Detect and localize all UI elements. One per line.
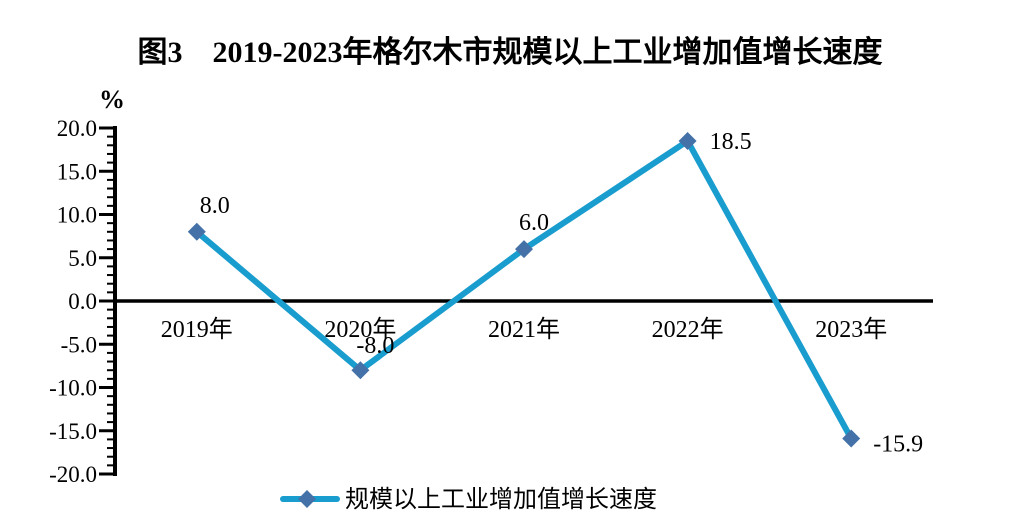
data-point-marker [515, 240, 533, 259]
y-axis: 20.0 15.0 10.0 5.0 0.0 -5.0 -10.0 -15.0 -20.0 [49, 116, 117, 487]
legend-label: 规模以上工业增加值增长速度 [345, 486, 657, 513]
x-axis-category-label: 2021年 [488, 316, 560, 343]
data-point-label: -8.0 [356, 333, 394, 359]
x-axis-category-label: 2019年 [161, 316, 233, 343]
y-axis-tick-label: 10.0 [57, 203, 97, 228]
data-point-marker [351, 361, 370, 380]
y-axis-tick-label: -20.0 [49, 462, 97, 487]
y-axis-tick-label: -15.0 [49, 419, 97, 444]
legend-diamond-marker-icon [298, 490, 316, 508]
data-point-label: 6.0 [519, 210, 549, 236]
data-point-marker [678, 131, 697, 150]
y-axis-tick-label: 15.0 [57, 159, 97, 184]
series-line [193, 138, 855, 442]
x-axis-category-label: 2023年 [815, 316, 887, 343]
data-point-marker [842, 429, 861, 448]
data-point-label: 8.0 [200, 193, 230, 219]
y-axis-tick-label: 5.0 [68, 246, 97, 271]
chart-title: 图3 2019-2023年格尔木市规模以上工业增加值增长速度 [138, 35, 883, 69]
data-point-label: -15.9 [873, 432, 923, 458]
series-growth-rate: 8.0 -8.0 6.0 18.5 -15.9 [187, 129, 923, 458]
x-axis-category-label: 2020年 [324, 316, 396, 343]
x-axis-category-label: 2022年 [652, 316, 724, 343]
y-axis-tick-label: 20.0 [57, 116, 97, 141]
legend: 规模以上工业增加值增长速度 [280, 486, 657, 513]
y-axis-unit-label: % [99, 85, 125, 114]
y-axis-tick-label: -5.0 [61, 332, 97, 357]
data-point-label: 18.5 [710, 129, 752, 155]
y-axis-tick-label: 0.0 [68, 289, 97, 314]
y-axis-tick-label: -10.0 [49, 376, 97, 401]
data-point-marker [187, 222, 206, 241]
x-axis-labels: 2019年 2020年 2021年 2022年 2023年 [161, 316, 887, 343]
